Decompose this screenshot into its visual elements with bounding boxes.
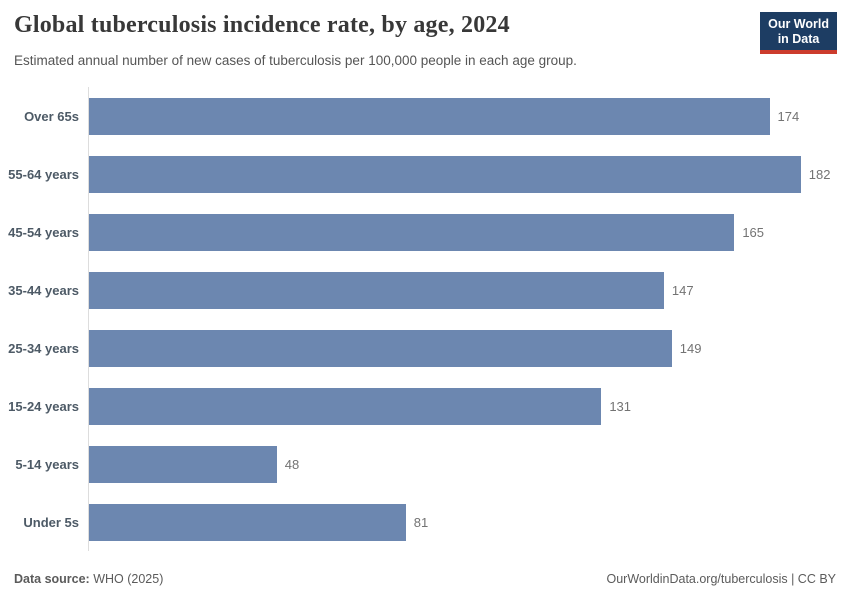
bar-row: 55-64 years 182 xyxy=(8,145,836,203)
data-source-label: Data source: xyxy=(14,572,90,586)
bar-track: 81 xyxy=(88,493,836,551)
category-label: 55-64 years xyxy=(8,166,79,182)
value-label: 131 xyxy=(609,398,632,414)
chart-title: Global tuberculosis incidence rate, by a… xyxy=(14,12,510,38)
bar-track: 48 xyxy=(88,435,836,493)
owid-citation-link[interactable]: OurWorldinData.org/tuberculosis | CC BY xyxy=(606,572,837,586)
bar-row: Over 65s 174 xyxy=(14,87,836,145)
owid-logo[interactable]: Our World in Data xyxy=(760,12,837,54)
bar-track: 174 xyxy=(88,87,836,145)
value-label: 182 xyxy=(808,166,831,182)
category-label: 15-24 years xyxy=(8,398,79,414)
data-source-value: WHO (2025) xyxy=(89,572,164,586)
value-label: 149 xyxy=(679,340,702,356)
bar-row: 15-24 years 131 xyxy=(8,377,836,435)
bar-track: 131 xyxy=(88,377,836,435)
category-label: 35-44 years xyxy=(8,282,79,298)
owid-logo-line1: Our World xyxy=(768,17,829,31)
category-label: 45-54 years xyxy=(8,224,79,240)
bar[interactable] xyxy=(89,155,801,193)
bar-row: 35-44 years 147 xyxy=(8,261,836,319)
owid-logo-line2: in Data xyxy=(777,31,820,46)
chart-subtitle: Estimated annual number of new cases of … xyxy=(14,53,577,68)
value-label: 174 xyxy=(777,108,800,124)
bar[interactable] xyxy=(89,445,277,483)
bar-row: 25-34 years 149 xyxy=(8,319,836,377)
category-label: Under 5s xyxy=(23,514,79,530)
bar[interactable] xyxy=(89,387,602,425)
bar[interactable] xyxy=(89,97,770,135)
bar-row: Under 5s 81 xyxy=(14,493,836,551)
bar[interactable] xyxy=(89,271,664,309)
category-label: 5-14 years xyxy=(15,456,79,472)
bar-track: 182 xyxy=(88,145,836,203)
category-label: 25-34 years xyxy=(8,340,79,356)
value-label: 165 xyxy=(742,224,765,240)
value-label: 147 xyxy=(671,282,694,298)
value-label: 81 xyxy=(413,514,429,530)
bar-track: 165 xyxy=(88,203,836,261)
bar[interactable] xyxy=(89,329,672,367)
bar-row: 45-54 years 165 xyxy=(8,203,836,261)
bar-row: 5-14 years 48 xyxy=(14,435,836,493)
bar-track: 149 xyxy=(88,319,836,377)
bar[interactable] xyxy=(89,213,735,251)
value-label: 48 xyxy=(284,456,300,472)
chart-footer: Data source: WHO (2025) OurWorldinData.o… xyxy=(14,572,836,586)
bar-track: 147 xyxy=(88,261,836,319)
bar-chart: Over 65s 174 55-64 years 182 45-54 years 165 3… xyxy=(8,87,836,551)
data-source: Data source: WHO (2025) xyxy=(14,572,163,586)
category-label: Over 65s xyxy=(24,108,79,124)
bar[interactable] xyxy=(89,503,406,541)
